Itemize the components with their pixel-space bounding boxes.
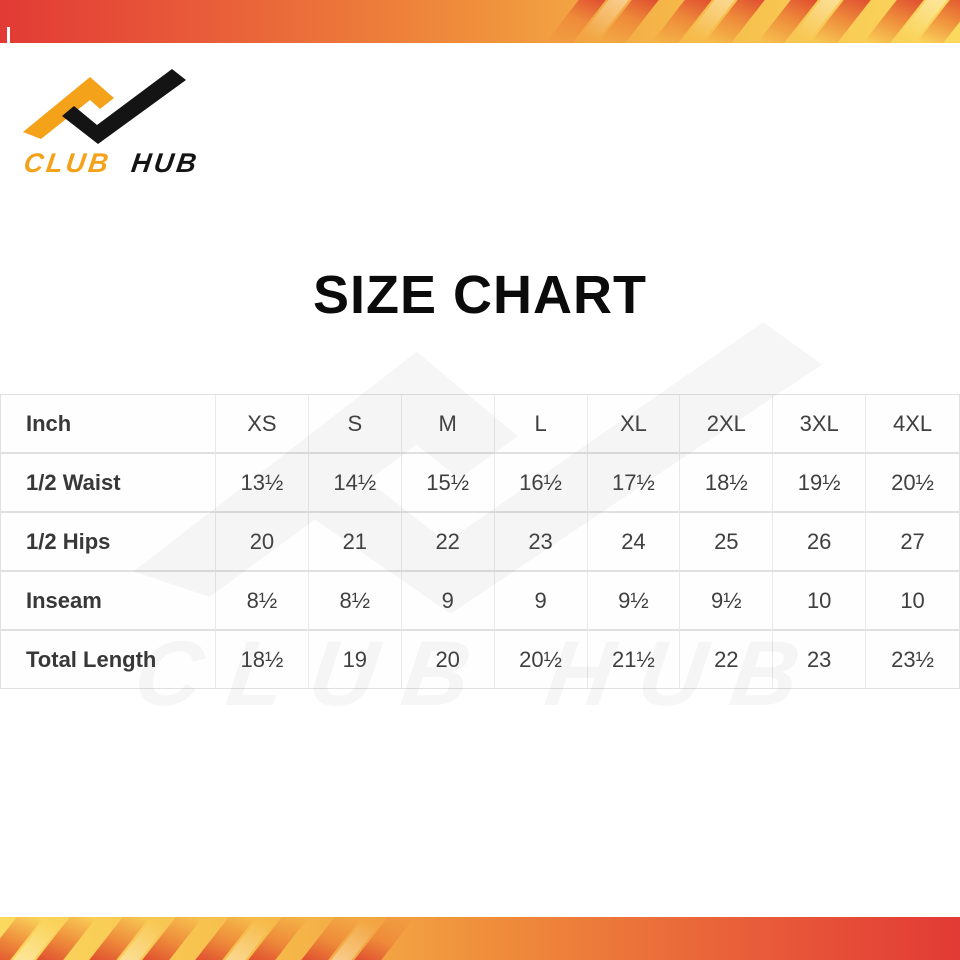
- club-hub-logo: CLUB HUB: [18, 68, 201, 179]
- table-size-header: S: [308, 395, 402, 454]
- table-cell: 24: [587, 513, 681, 572]
- table-cell: 9: [401, 572, 495, 631]
- band-notch: [7, 27, 10, 43]
- table-cell: 19½: [773, 454, 867, 513]
- table-size-header: M: [401, 395, 495, 454]
- size-chart-table: Inch XS S M L XL 2XL 3XL 4XL 1/2 Waist 13½ 14½ 15½ 16…: [0, 394, 960, 689]
- table-cell: 22: [401, 513, 495, 572]
- table-cell: 10: [773, 572, 867, 631]
- table-size-header: 2XL: [680, 395, 774, 454]
- table-cell: 27: [866, 513, 959, 572]
- table-cell: 15½: [401, 454, 495, 513]
- table-cell: 21: [308, 513, 402, 572]
- table-row-label: 1/2 Waist: [1, 454, 216, 513]
- table-size-header: 3XL: [773, 395, 867, 454]
- table-cell: 25: [680, 513, 774, 572]
- table-cell: 8½: [308, 572, 402, 631]
- table-cell: 9½: [587, 572, 681, 631]
- table-row-label: Total Length: [1, 631, 216, 688]
- table-cell: 20½: [866, 454, 959, 513]
- table-cell: 23: [494, 513, 588, 572]
- club-hub-logo-icon: [23, 69, 186, 144]
- logo-word-club: CLUB: [21, 148, 114, 178]
- table-size-header: XL: [587, 395, 681, 454]
- page-title: SIZE CHART: [313, 265, 647, 325]
- table-cell: 9½: [680, 572, 774, 631]
- table-cell: 13½: [216, 454, 309, 513]
- top-gradient-band: [0, 0, 960, 43]
- table-size-header: L: [494, 395, 588, 454]
- table-size-header: 4XL: [866, 395, 959, 454]
- logo-checkmark-shape: [62, 69, 186, 144]
- table-cell: 18½: [216, 631, 309, 688]
- table-row-label: 1/2 Hips: [1, 513, 216, 572]
- table-unit-header: Inch: [1, 395, 216, 454]
- table-cell: 21½: [587, 631, 681, 688]
- table-cell: 16½: [494, 454, 588, 513]
- table-cell: 20½: [494, 631, 588, 688]
- table-row-label: Inseam: [1, 572, 216, 631]
- table-cell: 9: [494, 572, 588, 631]
- table-cell: 19: [308, 631, 402, 688]
- table-cell: 26: [773, 513, 867, 572]
- table-cell: 10: [866, 572, 959, 631]
- logo-word-hub: HUB: [129, 148, 202, 178]
- table-cell: 22: [680, 631, 774, 688]
- logo-wordmark: CLUB HUB: [18, 148, 201, 179]
- table-cell: 20: [216, 513, 309, 572]
- table-cell: 8½: [216, 572, 309, 631]
- table-cell: 17½: [587, 454, 681, 513]
- table-cell: 18½: [680, 454, 774, 513]
- table-size-header: XS: [216, 395, 309, 454]
- table-cell: 14½: [308, 454, 402, 513]
- table-cell: 23: [773, 631, 867, 688]
- logo-mountain-shape: [23, 77, 114, 139]
- table-cell: 20: [401, 631, 495, 688]
- bottom-gradient-band: [0, 917, 960, 960]
- table-cell: 23½: [866, 631, 959, 688]
